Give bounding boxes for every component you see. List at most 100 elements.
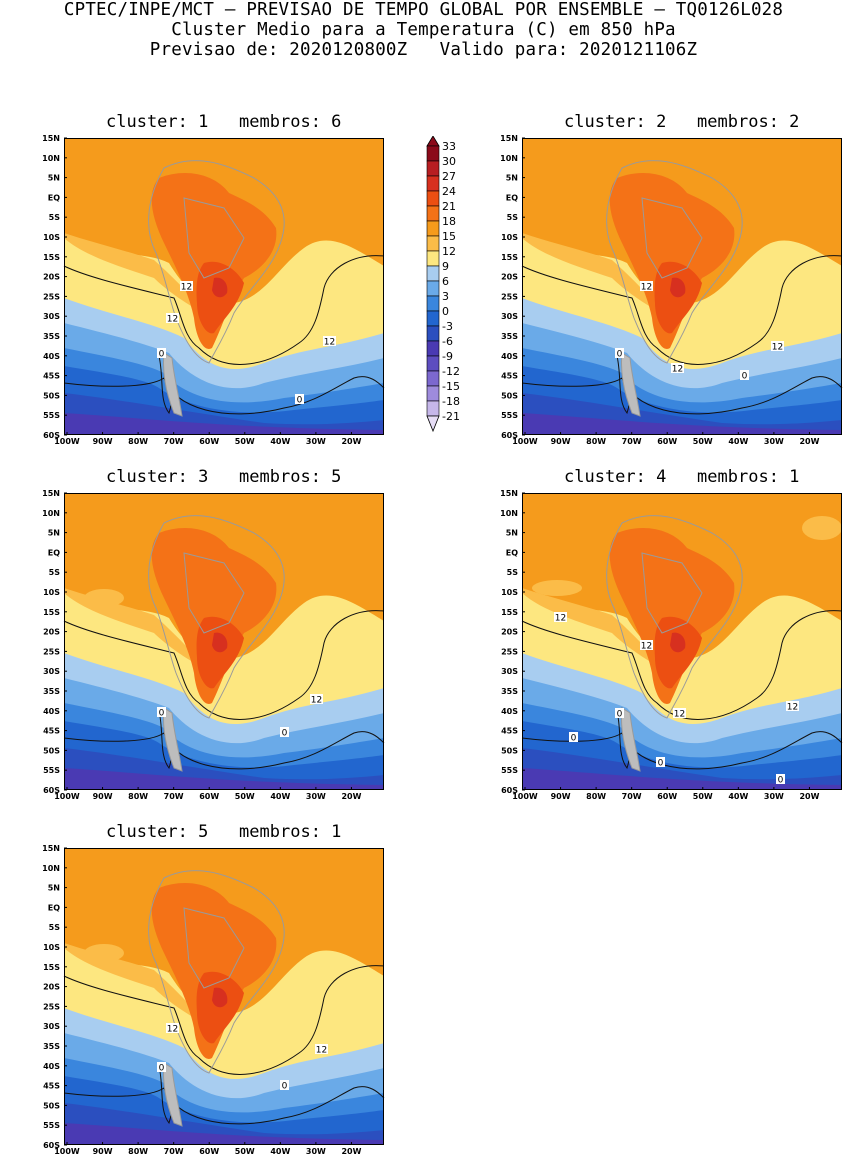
contour-band [670,632,686,653]
contour-label: 12 [310,694,323,706]
lon-tick-label: 20W [799,437,819,446]
lat-tick-label: 15N [42,134,60,143]
lat-tick-label: 60S [43,786,60,795]
lat-tick-label: 60S [501,431,518,440]
contour-band [84,589,124,607]
lat-tick-label: 45S [43,372,60,381]
lat-tick-label: 10S [43,588,60,597]
lon-tick-label: 40W [270,792,290,801]
lon-tick-label: 60W [199,792,219,801]
temperature-field [64,848,384,1145]
colorbar-level-label: 27 [442,170,456,183]
lat-tick-label: 55S [501,411,518,420]
lon-tick-label: 40W [728,437,748,446]
lat-tick-label: 10S [501,233,518,242]
contour-label-bg [157,1062,166,1072]
contour-label-text: 12 [641,642,652,652]
lon-tick-label: 50W [693,437,713,446]
colorbar-level-label: 30 [442,155,456,168]
colorbar-swatch [426,160,440,177]
coastlines [606,160,743,417]
map-frame [64,848,384,1145]
contour-label-bg [295,394,304,404]
lon-tick-label: 90W [93,437,113,446]
lat-tick-label: 55S [501,766,518,775]
lat-tick-label: 20S [43,273,60,282]
contour-label: 12 [771,341,784,353]
lat-tick-label: 5S [49,568,61,577]
contour-band [196,616,244,689]
map-svg: 15N 10N 5N EQ 5S 10S 15S 20S 25S 30S 35S 40S 45S 50S 5… [42,489,385,801]
lat-tick-label: 40S [43,707,60,716]
contour-label: 12 [323,336,336,348]
lon-tick-label: 60W [657,437,677,446]
colorbar-swatch [426,235,440,252]
lon-tick-label: 20W [341,437,361,446]
lat-tick-label: 20S [501,273,518,282]
colorbar-level-label: -18 [442,395,460,408]
contour-label-text: 12 [316,1046,327,1056]
lon-tick-label: 100W [54,437,80,446]
temperature-field [522,493,842,790]
header-title: CPTEC/INPE/MCT — PREVISAO DE TEMPO GLOBA… [63,0,784,20]
lat-tick-label: 30S [501,312,518,321]
contour-label-bg [315,1044,328,1054]
contour-label-bg [615,348,624,358]
contour-label-text: 0 [282,1082,288,1092]
lon-tick-label: 20W [341,792,361,801]
contour-label-bg [157,707,166,717]
contour-band [609,528,735,704]
colorbar-level-label: -9 [442,350,453,363]
lat-tick-label: 60S [43,1141,60,1150]
colorbar-level-label: 18 [442,215,456,228]
contour-label-bg [554,612,567,622]
lon-tick-label: 40W [270,1147,290,1156]
map-svg: 15N 10N 5N EQ 5S 10S 15S 20S 25S 30S 35S 40S 45S 50S 5… [500,489,843,801]
lat-tick-label: 10N [42,864,60,873]
chart-header: CPTEC/INPE/MCT — PREVISAO DE TEMPO GLOBA… [0,0,847,60]
lon-tick-label: 80W [128,792,148,801]
lat-tick-label: 60S [43,431,60,440]
lon-tick-label: 90W [551,437,571,446]
lat-tick-label: 50S [43,746,60,755]
lat-tick-label: 5N [506,529,518,538]
lat-tick-label: 30S [501,667,518,676]
contour-label: 12 [554,612,567,624]
contour-label-bg [180,281,193,291]
contour-label: 12 [180,281,193,293]
lat-tick-label: 15S [43,253,60,262]
colorbar-level-label: 12 [442,245,456,258]
contour-label: 12 [315,1044,328,1056]
contour-band [151,528,277,704]
contour-label-bg [310,694,323,704]
map-frame [522,138,842,435]
contour-label-text: 0 [159,350,165,360]
contour-label-bg [740,370,749,380]
lat-tick-label: 5S [49,213,61,222]
contour-band [212,632,228,653]
lon-tick-label: 100W [54,1147,80,1156]
contour-band [151,883,277,1059]
lat-tick-label: 60S [501,786,518,795]
lon-tick-label: 80W [586,792,606,801]
contour-band [196,261,244,334]
lon-tick-label: 80W [586,437,606,446]
contour-label-text: 0 [617,710,623,720]
contour-label: 0 [157,1062,166,1074]
contour-label: 12 [166,313,179,325]
colorbar-level-label: 6 [442,275,449,288]
lon-tick-label: 30W [764,792,784,801]
colorbar-level-label: 3 [442,290,449,303]
lat-tick-label: 35S [501,687,518,696]
contour-band [84,944,124,962]
lat-tick-label: 5N [48,884,60,893]
lon-tick-label: 70W [164,792,184,801]
contour-label-text: 12 [181,283,192,293]
contour-band [196,971,244,1044]
lat-tick-label: 55S [43,1121,60,1130]
lon-tick-label: 20W [799,792,819,801]
lat-tick-label: 10N [42,509,60,518]
colorbar-swatch [426,295,440,312]
lat-tick-label: 5N [48,529,60,538]
contour-label-bg [323,336,336,346]
